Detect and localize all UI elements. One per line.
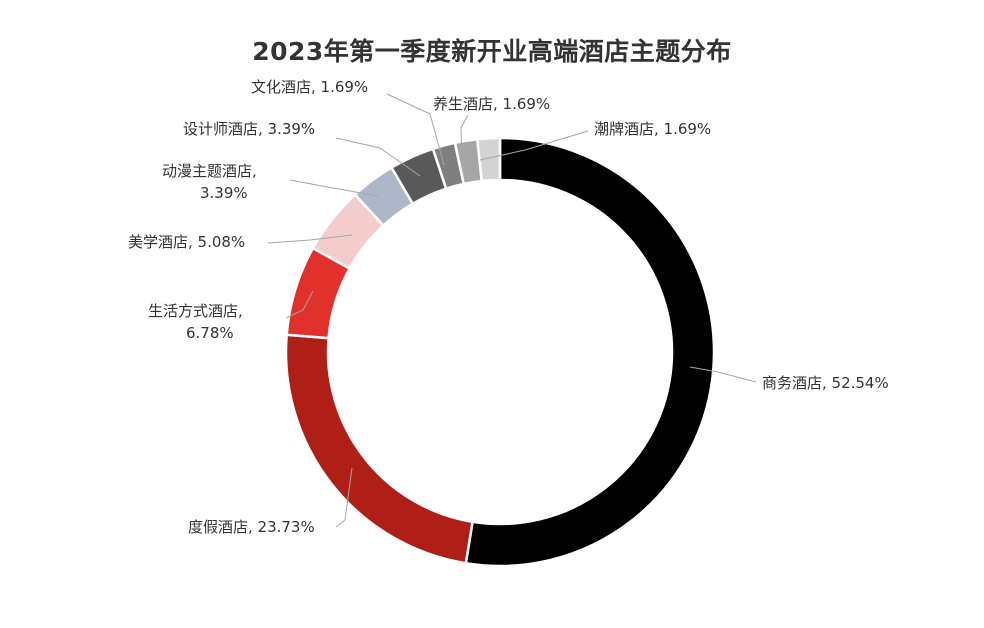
data-label-8: 养生酒店, 1.69%: [433, 95, 550, 113]
slice-9: [475, 136, 502, 183]
data-label-1: 商务酒店, 52.54%: [762, 374, 889, 392]
data-label-7: 文化酒店, 1.69%: [251, 78, 368, 96]
data-label-6: 设计师酒店, 3.39%: [183, 120, 315, 138]
data-label-2: 度假酒店, 23.73%: [188, 518, 315, 536]
leader-line-3: [285, 290, 314, 319]
leader-line-5: [289, 179, 379, 197]
leader-line-6: [335, 137, 421, 177]
leader-line-1: [689, 366, 757, 383]
leader-line-8: [460, 114, 469, 163]
data-label-5: 动漫主题酒店, 3.39%: [162, 162, 257, 202]
chart-title: 2023年第一季度新开业高端酒店主题分布: [252, 37, 732, 66]
data-label-3: 生活方式酒店, 6.78%: [148, 302, 243, 342]
data-label-4: 美学酒店, 5.08%: [128, 233, 245, 251]
leader-line-2: [335, 467, 353, 528]
slice-1: [464, 136, 716, 568]
data-label-9: 潮牌酒店, 1.69%: [594, 120, 711, 138]
leader-line-9: [479, 130, 589, 161]
leader-line-7: [386, 93, 445, 166]
leader-line-4: [267, 234, 353, 244]
